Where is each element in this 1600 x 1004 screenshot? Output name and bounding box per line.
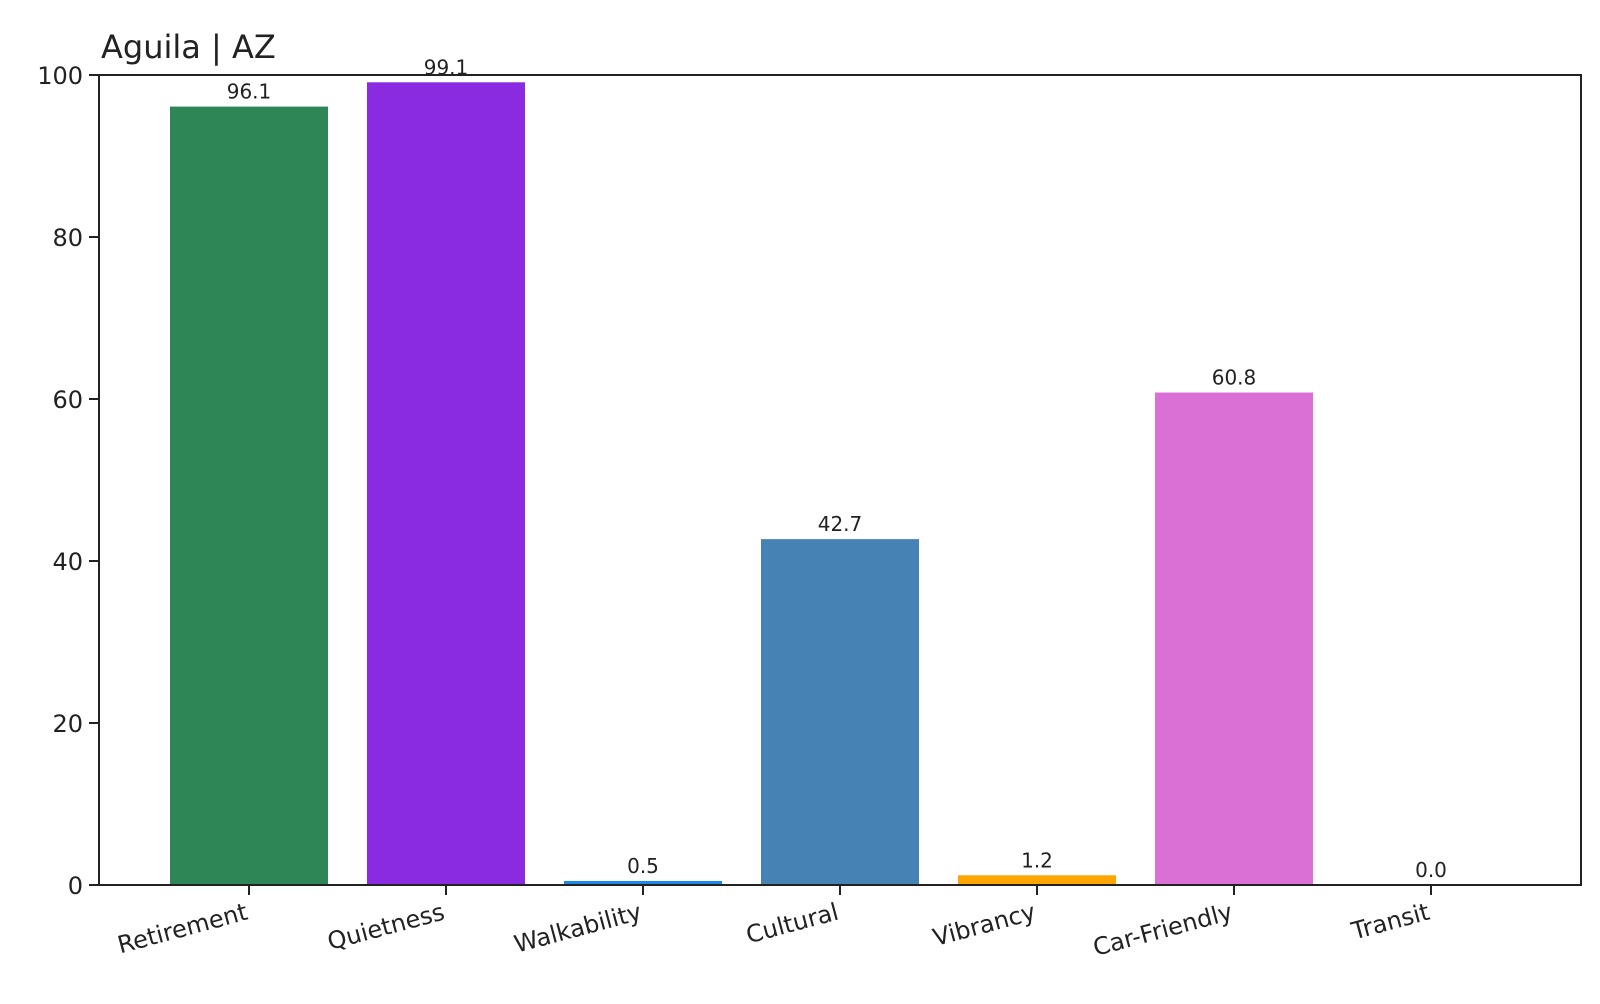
bar-walkability xyxy=(564,880,722,885)
value-label: 0.0 xyxy=(1415,858,1447,882)
y-tick-label: 60 xyxy=(52,386,83,414)
x-tick-label: Walkability xyxy=(511,898,644,959)
bars-layer xyxy=(170,82,1313,886)
value-label: 96.1 xyxy=(227,80,272,104)
x-tick-label: Car-Friendly xyxy=(1090,898,1236,962)
plot-frame xyxy=(98,74,1582,886)
bar-retirement xyxy=(170,106,328,886)
bar-car-friendly xyxy=(1155,392,1313,885)
y-tick-label: 80 xyxy=(52,224,83,252)
x-axis: Retirement Quietness Walkability Cultural Vi… xyxy=(115,885,1433,962)
x-tick-label: Cultural xyxy=(743,898,842,950)
y-tick-label: 0 xyxy=(68,872,83,900)
y-tick-label: 40 xyxy=(52,548,83,576)
x-tick-label: Quietness xyxy=(324,898,447,956)
chart-title: Aguila | AZ xyxy=(101,28,276,66)
value-label: 60.8 xyxy=(1212,366,1257,390)
x-tick-label: Transit xyxy=(1348,898,1433,946)
y-tick-label: 20 xyxy=(52,710,83,738)
bar-cultural xyxy=(761,539,919,885)
x-tick-label: Retirement xyxy=(115,898,251,960)
x-tick-label: Vibrancy xyxy=(930,898,1039,952)
y-axis: 0 20 40 60 80 100 xyxy=(37,62,99,900)
value-label: 42.7 xyxy=(818,512,863,536)
value-label: 1.2 xyxy=(1021,848,1053,872)
bar-quietness xyxy=(367,82,525,886)
bar-vibrancy xyxy=(958,875,1116,885)
y-tick-label: 100 xyxy=(37,62,83,90)
value-label: 0.5 xyxy=(627,854,659,878)
